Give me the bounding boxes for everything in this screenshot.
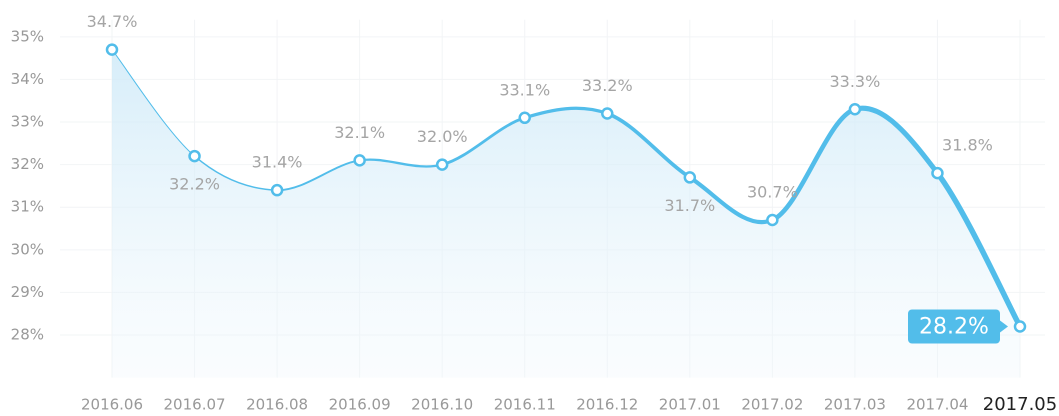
y-tick-label: 35% xyxy=(11,27,44,45)
area xyxy=(112,49,1020,378)
x-tick-label: 2017.03 xyxy=(824,396,886,414)
point xyxy=(435,158,449,171)
point xyxy=(353,154,366,167)
point xyxy=(270,183,284,197)
x-tick-label: 2016.07 xyxy=(164,396,226,414)
point xyxy=(848,103,862,116)
label-box xyxy=(908,309,1000,344)
line-segment xyxy=(193,155,278,191)
value-label: 30.7% xyxy=(747,182,798,201)
value-label: 31.4% xyxy=(252,153,303,172)
point xyxy=(931,166,944,180)
value-label: 28.2% xyxy=(919,314,989,339)
y-tick-label: 34% xyxy=(11,70,44,88)
point xyxy=(188,149,201,163)
value-label: 32.0% xyxy=(417,127,468,146)
point xyxy=(766,213,779,227)
x-tick-label: 2017.04 xyxy=(906,396,968,414)
value-label: 32.1% xyxy=(334,123,385,142)
point xyxy=(105,43,119,56)
x-tick-label: 2016.09 xyxy=(329,396,391,414)
value-label: 33.2% xyxy=(582,76,633,95)
y-tick-label: 28% xyxy=(11,326,44,344)
line-segment xyxy=(770,106,858,223)
x-tick-label: 2016.11 xyxy=(494,396,556,414)
x-tick-label: 2017.02 xyxy=(741,396,803,414)
point xyxy=(1013,320,1027,333)
x-tick-label: 2016.12 xyxy=(576,396,638,414)
line-segment xyxy=(605,111,692,180)
highlight-label: 28.2% xyxy=(908,309,1008,344)
line-segment xyxy=(523,106,609,120)
x-tick-label: 2016.06 xyxy=(81,396,143,414)
line-segment xyxy=(111,49,196,157)
value-label: 31.8% xyxy=(942,136,993,155)
value-label: 31.7% xyxy=(664,196,715,215)
line-segment xyxy=(358,158,444,168)
value-label: 33.3% xyxy=(829,72,880,91)
value-label: 34.7% xyxy=(87,12,138,31)
line-segment xyxy=(852,105,940,176)
y-tick-label: 30% xyxy=(11,240,44,258)
y-tick-label: 32% xyxy=(11,155,44,173)
x-tick-label: 2016.08 xyxy=(246,396,308,414)
line-segment xyxy=(934,170,1023,330)
y-tick-label: 31% xyxy=(11,198,44,216)
line-segment xyxy=(440,116,527,167)
point xyxy=(518,111,531,125)
value-label: 33.1% xyxy=(499,80,550,99)
value-label: 32.2% xyxy=(169,175,220,194)
x-tick-label: 2017.01 xyxy=(659,396,721,414)
label-pointer xyxy=(1000,320,1008,333)
x-tick-label: 2016.10 xyxy=(411,396,473,414)
y-tick-label: 33% xyxy=(11,113,44,131)
y-tick-label: 29% xyxy=(11,283,44,301)
x-tick-label: 2017.05 xyxy=(983,394,1057,415)
line-segment xyxy=(687,175,775,225)
line-segment xyxy=(276,159,361,192)
point xyxy=(601,107,614,120)
point xyxy=(683,171,697,184)
